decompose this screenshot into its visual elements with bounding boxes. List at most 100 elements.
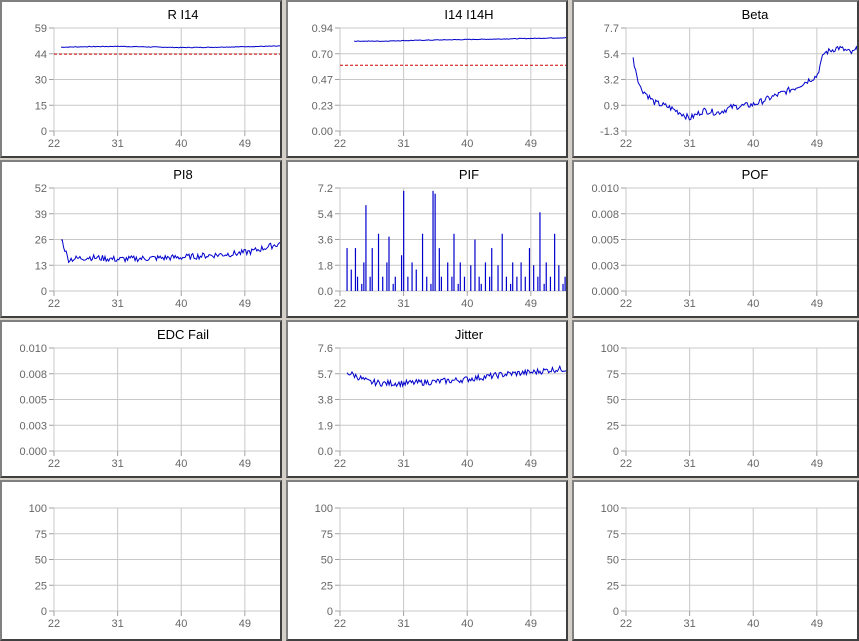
x-tick-label: 31: [683, 458, 695, 470]
x-tick-label: 49: [811, 138, 823, 150]
x-tick-label: 22: [48, 458, 60, 470]
y-tick-label: 25: [321, 580, 333, 592]
chart-title: Beta: [742, 7, 770, 22]
y-tick-label: 1.8: [318, 260, 333, 272]
series-line: [354, 37, 566, 42]
y-tick-label: 0: [613, 446, 619, 458]
x-tick-label: 31: [683, 138, 695, 150]
y-tick-label: 0.005: [591, 235, 619, 247]
y-tick-label: 25: [607, 580, 619, 592]
y-tick-label: 0: [41, 606, 47, 618]
x-tick-label: 40: [175, 138, 187, 150]
x-tick-label: 49: [525, 138, 537, 150]
x-tick-label: 22: [620, 138, 632, 150]
x-tick-label: 49: [811, 298, 823, 310]
x-tick-label: 40: [747, 618, 759, 630]
y-tick-label: 75: [35, 529, 47, 541]
y-tick-label: 50: [607, 395, 619, 407]
chart-svg: 02550751002231404958.5: [29, 503, 280, 630]
x-tick-label: 22: [620, 618, 632, 630]
x-tick-label: 22: [334, 458, 346, 470]
x-tick-label: 22: [334, 298, 346, 310]
y-tick-label: 0.9: [604, 100, 619, 112]
chart-panel: EDC Fail 0.000 0.003 0.005 0.008 0.010 22 31 40 4…: [0, 320, 282, 478]
chart-svg: 02550751002231404958.5: [315, 503, 566, 630]
y-tick-label: 0.0: [318, 286, 333, 298]
y-tick-label: 5.4: [318, 209, 333, 221]
x-tick-label: 31: [111, 618, 123, 630]
x-tick-label: 22: [334, 138, 346, 150]
x-tick-label: 31: [397, 458, 409, 470]
y-tick-label: 100: [601, 343, 619, 355]
y-tick-label: 0: [41, 126, 47, 138]
x-tick-label: 49: [239, 138, 251, 150]
y-tick-label: 0.010: [19, 343, 47, 355]
y-tick-label: 50: [321, 555, 333, 567]
series-line: [61, 45, 280, 49]
x-tick-label: 49: [239, 618, 251, 630]
x-tick-label: 31: [111, 458, 123, 470]
chart-svg: PI80132639522231404958.5: [35, 167, 280, 310]
y-tick-label: 0: [327, 606, 333, 618]
chart-svg: Beta-1.30.93.25.47.72231404958.5: [600, 7, 857, 150]
x-tick-label: 31: [397, 298, 409, 310]
x-tick-label: 31: [397, 138, 409, 150]
series-line: [61, 239, 280, 264]
x-tick-label: 49: [239, 298, 251, 310]
chart-panel: R I140153044592231404958.5: [0, 0, 282, 158]
y-tick-label: 13: [35, 260, 47, 272]
y-tick-label: 52: [35, 183, 47, 195]
y-tick-label: 3.6: [318, 235, 333, 247]
y-tick-label: 26: [35, 235, 47, 247]
chart-title: Jitter: [455, 327, 484, 342]
y-tick-label: 0: [41, 286, 47, 298]
y-tick-label: 75: [607, 529, 619, 541]
x-tick-label: 40: [747, 458, 759, 470]
x-tick-label: 40: [461, 138, 473, 150]
chart-panel: 02550751002231404958.5: [572, 320, 859, 478]
chart-title: PIF: [459, 167, 479, 182]
y-tick-label: 59: [35, 23, 47, 35]
y-tick-label: 0.47: [312, 75, 333, 87]
y-tick-label: 0: [613, 606, 619, 618]
y-tick-label: 100: [29, 503, 47, 515]
y-tick-label: 3.8: [318, 395, 333, 407]
x-tick-label: 40: [175, 458, 187, 470]
x-tick-label: 49: [239, 458, 251, 470]
x-tick-label: 31: [111, 138, 123, 150]
x-tick-label: 22: [48, 138, 60, 150]
y-tick-label: 0.00: [312, 126, 333, 138]
y-tick-label: 0.003: [591, 260, 619, 272]
y-tick-label: 0.008: [591, 209, 619, 221]
x-tick-label: 22: [620, 458, 632, 470]
y-tick-label: 75: [607, 369, 619, 381]
y-tick-label: 25: [607, 420, 619, 432]
series-line: [632, 45, 857, 121]
x-tick-label: 49: [811, 458, 823, 470]
y-tick-label: 0.010: [591, 183, 619, 195]
x-tick-label: 40: [461, 458, 473, 470]
y-tick-label: 15: [35, 100, 47, 112]
x-tick-label: 40: [461, 298, 473, 310]
x-tick-label: 31: [397, 618, 409, 630]
chart-panel: 02550751002231404958.5: [572, 480, 859, 641]
y-tick-label: 0.008: [19, 369, 47, 381]
series-line: [346, 364, 566, 389]
x-tick-label: 40: [175, 298, 187, 310]
y-tick-label: 7.6: [318, 343, 333, 355]
chart-title: I14 I14H: [444, 7, 493, 22]
y-tick-label: 0.005: [19, 395, 47, 407]
chart-svg: EDC Fail 0.000 0.003 0.005 0.008 0.010 22 31 40 4…: [19, 327, 280, 470]
chart-svg: R I140153044592231404958.5: [35, 7, 280, 150]
chart-svg: 02550751002231404958.5: [601, 503, 857, 630]
x-tick-label: 31: [111, 298, 123, 310]
y-tick-label: 100: [601, 503, 619, 515]
chart-title: POF: [742, 167, 769, 182]
